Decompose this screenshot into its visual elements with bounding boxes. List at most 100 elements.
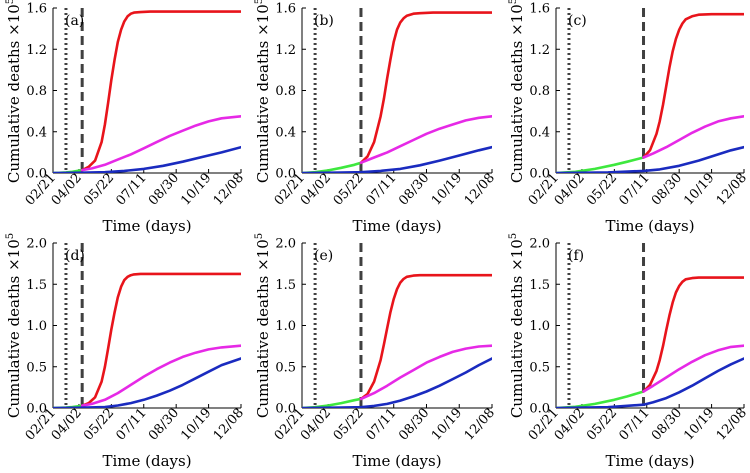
x-tick-label: 05/22 <box>81 171 117 209</box>
y-axis-label-text: Cumulative deaths ×10 <box>254 4 272 183</box>
x-tick-label: 08/30 <box>396 171 432 209</box>
y-axis-label: Cumulative deaths ×105 <box>5 0 23 183</box>
series-group <box>556 12 744 173</box>
x-tick-label: 05/22 <box>584 171 620 209</box>
magenta-series-line <box>359 115 492 164</box>
x-tick-label: 12/08 <box>714 171 750 209</box>
panel-label: (e) <box>314 248 333 264</box>
x-axis-label: Time (days) <box>352 217 441 235</box>
x-tick-label: 12/08 <box>211 171 247 209</box>
y-tick-label: 2.0 <box>26 237 47 252</box>
magenta-series-line <box>80 344 241 407</box>
y-axis-label-text: Cumulative deaths ×10 <box>508 4 526 183</box>
y-tick-label: 0.4 <box>529 125 550 140</box>
y-axis-label-text: Cumulative deaths ×10 <box>254 239 272 418</box>
magenta-series-line <box>642 115 744 159</box>
magenta-series-line <box>642 344 744 393</box>
red-series-line <box>359 11 492 164</box>
x-tick-label: 12/08 <box>211 406 247 444</box>
red-series-line <box>80 272 241 407</box>
y-tick-label: 0.4 <box>26 125 47 140</box>
blue-series-line <box>53 357 241 408</box>
x-axis-label: Time (days) <box>352 452 441 470</box>
series-group <box>53 272 241 408</box>
x-tick-label: 04/02 <box>298 171 334 209</box>
series-group <box>302 11 492 173</box>
red-series-line <box>80 10 241 172</box>
y-axis-label: Cumulative deaths ×105 <box>254 0 272 183</box>
y-axis-label-exponent: 5 <box>5 233 16 239</box>
y-axis-label-exponent: 5 <box>508 0 519 4</box>
chart-panel-6: 0.00.51.01.52.002/2104/0205/2207/1108/30… <box>508 233 750 470</box>
y-tick-label: 0.0 <box>529 167 550 182</box>
y-axis-label-exponent: 5 <box>508 233 519 239</box>
y-tick-label: 2.0 <box>275 237 296 252</box>
panel-label: (c) <box>568 13 587 29</box>
x-tick-label: 07/11 <box>114 406 150 444</box>
y-tick-label: 1.5 <box>275 278 296 293</box>
chart-panel-3: 0.00.40.81.21.602/2104/0205/2207/1108/30… <box>508 0 750 235</box>
x-tick-label: 12/08 <box>462 406 498 444</box>
x-tick-label: 10/19 <box>429 171 465 209</box>
x-axis-label: Time (days) <box>102 217 191 235</box>
x-tick-label: 10/19 <box>178 171 214 209</box>
y-tick-label: 0.0 <box>275 167 296 182</box>
x-tick-label: 12/08 <box>714 406 750 444</box>
y-tick-label: 1.0 <box>26 319 47 334</box>
y-tick-label: 1.2 <box>26 43 47 58</box>
x-tick-label: 08/30 <box>649 406 685 444</box>
y-tick-label: 1.2 <box>275 43 296 58</box>
y-tick-label: 1.6 <box>275 2 296 17</box>
blue-series-line <box>53 145 241 173</box>
x-tick-label: 08/30 <box>146 171 182 209</box>
y-tick-label: 2.0 <box>529 237 550 252</box>
series-group <box>302 273 492 408</box>
y-tick-label: 0.0 <box>26 167 47 182</box>
panel-label: (d) <box>65 248 85 264</box>
red-series-line <box>359 273 492 401</box>
x-tick-label: 07/11 <box>363 406 399 444</box>
x-tick-label: 08/30 <box>649 171 685 209</box>
chart-panel-2: 0.00.40.81.21.602/2104/0205/2207/1108/30… <box>254 0 498 235</box>
y-tick-label: 1.0 <box>529 319 550 334</box>
x-tick-label: 12/08 <box>462 171 498 209</box>
magenta-series-line <box>80 115 241 172</box>
y-tick-label: 1.5 <box>26 278 47 293</box>
x-axis-label: Time (days) <box>605 452 694 470</box>
x-axis-label: Time (days) <box>102 452 191 470</box>
x-tick-label: 08/30 <box>396 406 432 444</box>
y-axis-label: Cumulative deaths ×105 <box>5 233 23 418</box>
y-tick-label: 1.0 <box>275 319 296 334</box>
x-tick-label: 10/19 <box>681 406 717 444</box>
y-tick-label: 0.0 <box>26 402 47 417</box>
y-tick-label: 1.2 <box>529 43 550 58</box>
blue-series-line <box>556 357 744 408</box>
panel-label: (f) <box>568 248 584 264</box>
chart-panel-4: 0.00.51.01.52.002/2104/0205/2207/1108/30… <box>5 233 247 470</box>
x-tick-label: 04/02 <box>298 406 334 444</box>
x-tick-label: 05/22 <box>584 406 620 444</box>
blue-series-line <box>302 145 492 173</box>
y-tick-label: 0.8 <box>275 84 296 99</box>
red-series-line <box>642 12 744 159</box>
x-tick-label: 07/11 <box>363 171 399 209</box>
y-tick-label: 0.8 <box>529 84 550 99</box>
blue-series-line <box>302 357 492 408</box>
x-tick-label: 05/22 <box>81 406 117 444</box>
y-tick-label: 0.8 <box>26 84 47 99</box>
x-tick-label: 10/19 <box>681 171 717 209</box>
y-axis-label-exponent: 5 <box>254 233 265 239</box>
y-axis-label: Cumulative deaths ×105 <box>508 233 526 418</box>
x-tick-label: 05/22 <box>331 171 367 209</box>
y-tick-label: 0.0 <box>275 402 296 417</box>
y-axis-label-text: Cumulative deaths ×10 <box>508 239 526 418</box>
x-tick-label: 08/30 <box>146 406 182 444</box>
y-axis-label: Cumulative deaths ×105 <box>508 0 526 183</box>
y-axis-label-text: Cumulative deaths ×10 <box>5 4 23 183</box>
y-tick-label: 1.5 <box>529 278 550 293</box>
blue-series-line <box>556 145 744 173</box>
y-axis-label-text: Cumulative deaths ×10 <box>5 239 23 418</box>
chart-panel-1: 0.00.40.81.21.602/2104/0205/2207/1108/30… <box>5 0 247 235</box>
y-axis-label-exponent: 5 <box>254 0 265 4</box>
